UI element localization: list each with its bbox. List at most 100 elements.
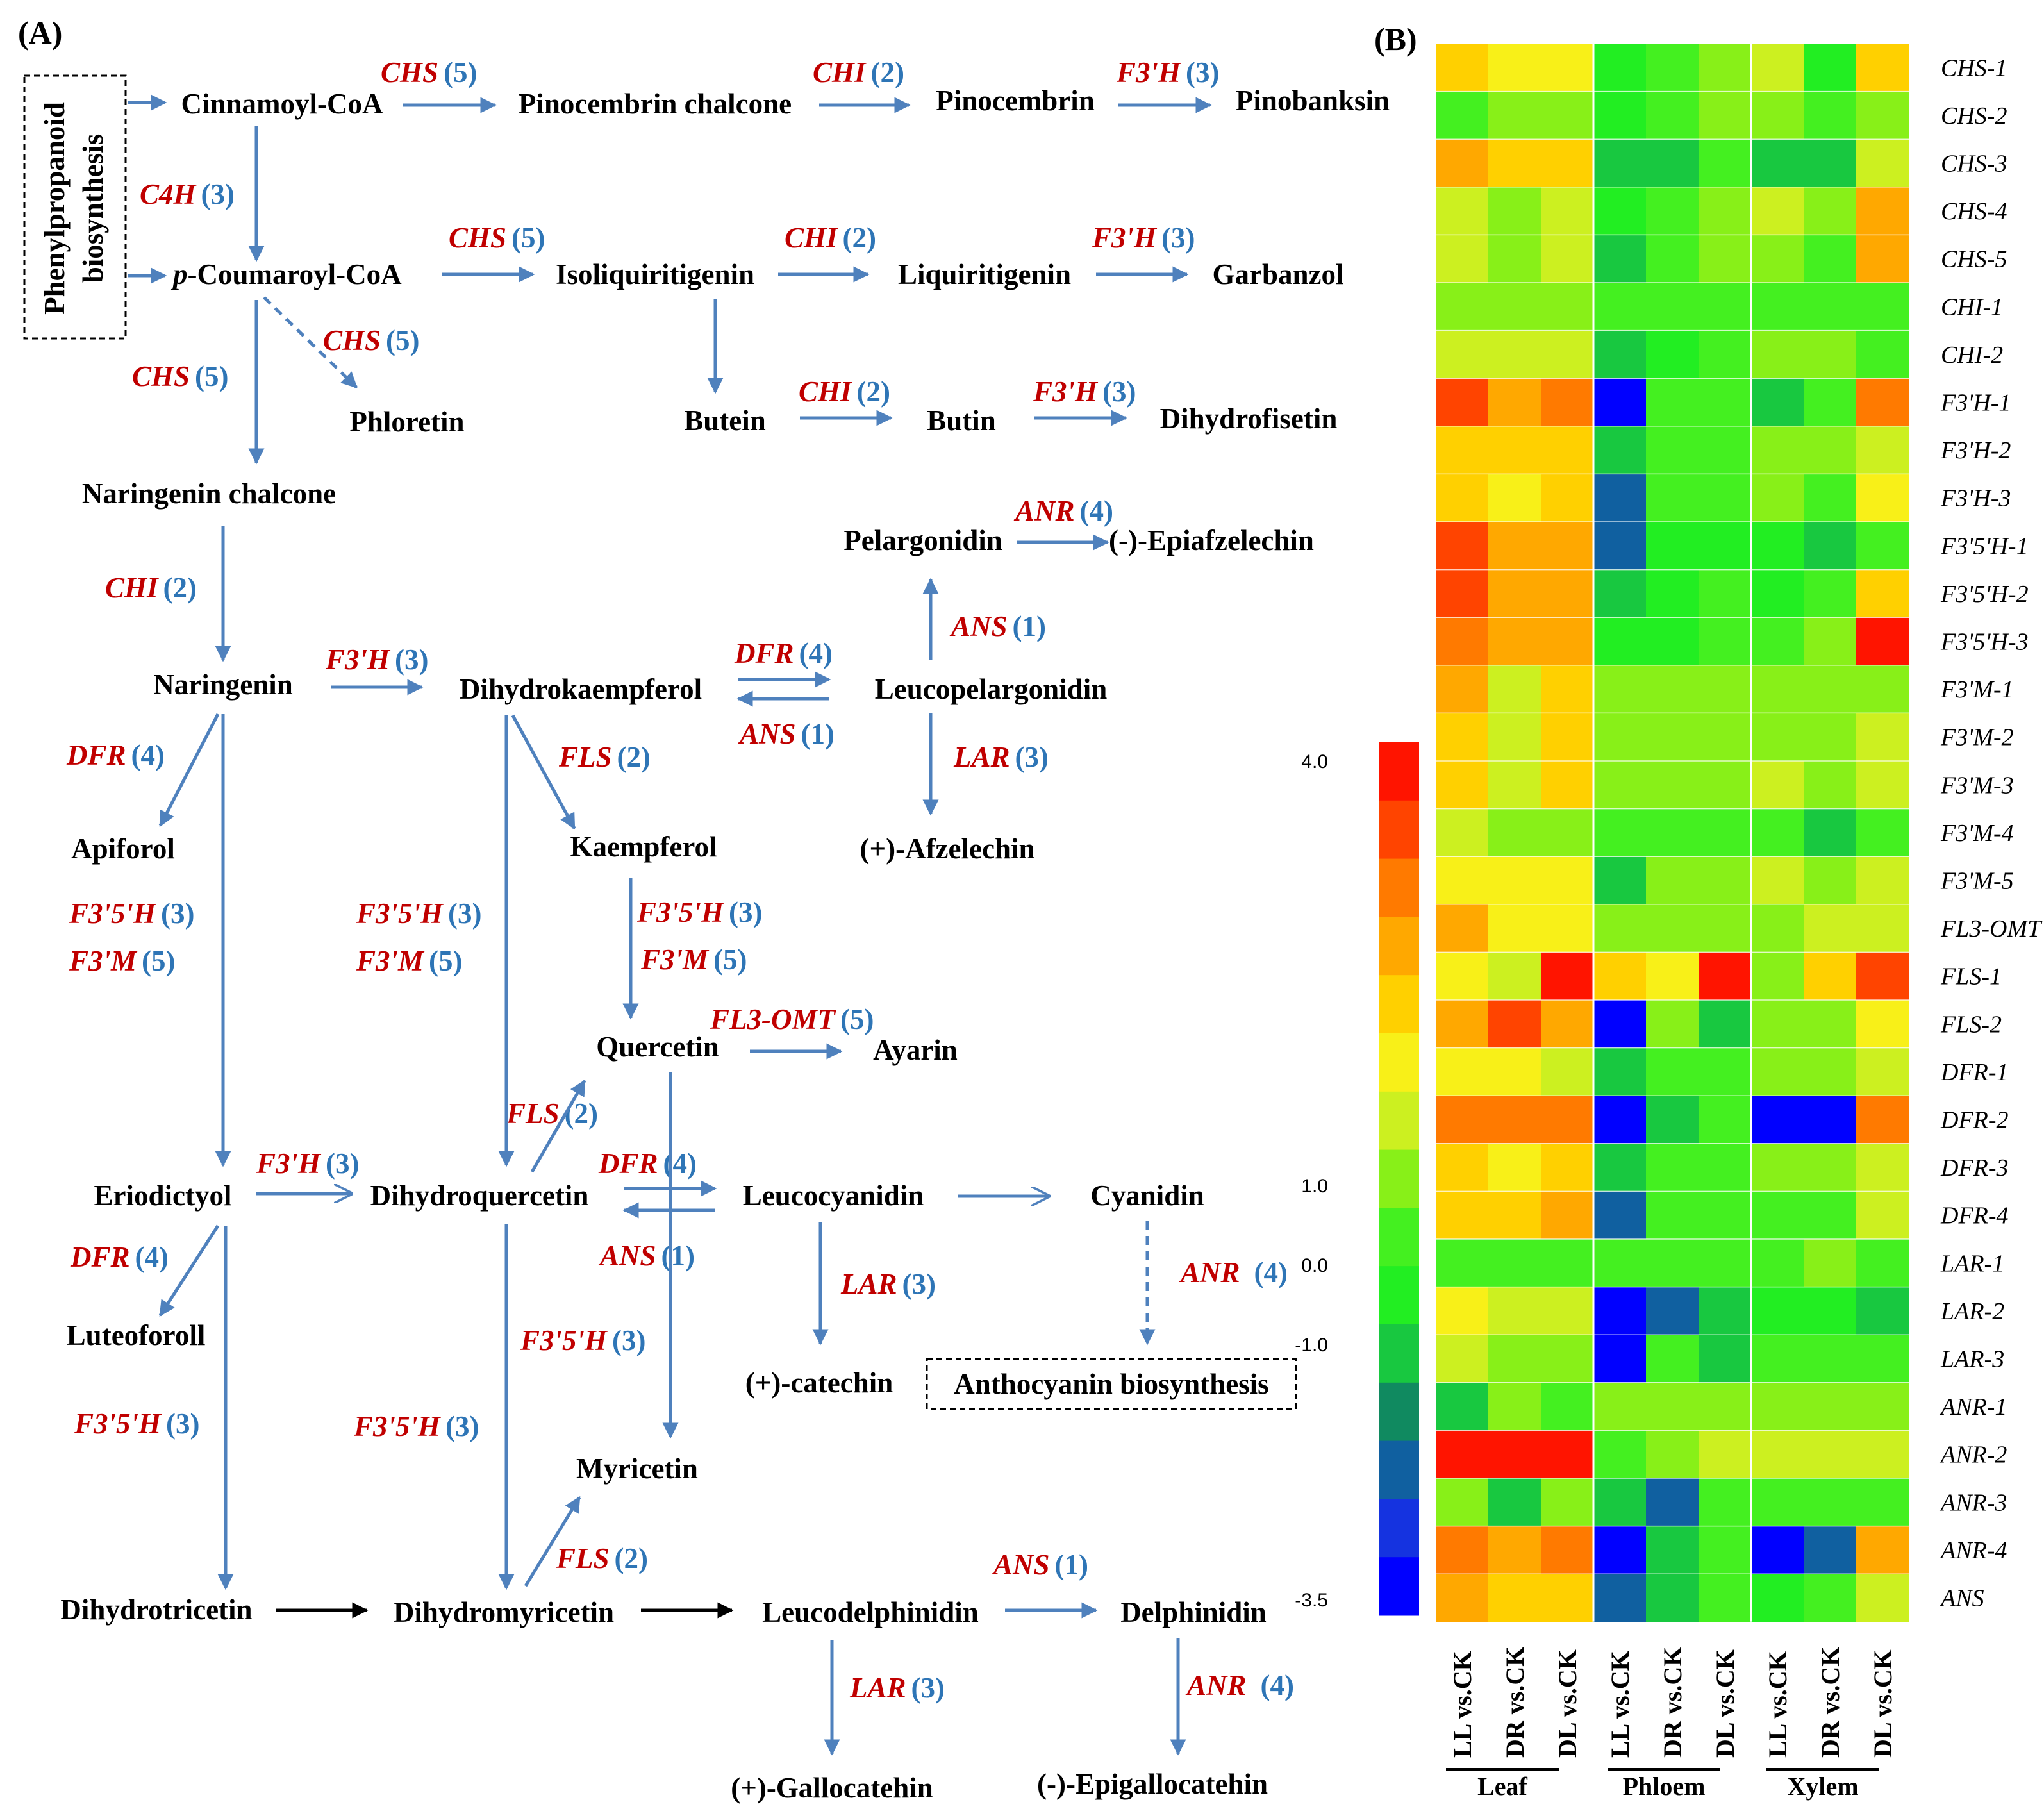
heatmap-cell [1488,139,1541,188]
heatmap-cell [1751,665,1804,713]
colorbar-segment [1379,1557,1419,1616]
heatmap-cell [1804,1096,1856,1144]
arrow [524,1496,581,1587]
colorbar-segment [1379,800,1419,860]
metabolite-naringenin: Naringenin [153,669,293,701]
gene-label: F3'M-1 [1940,676,2014,703]
heatmap-cell [1593,1335,1646,1383]
heatmap-cell [1804,1191,1856,1240]
heatmap-cell [1436,187,1488,235]
heatmap-cell [1751,1239,1804,1288]
enzyme-label: F3'H (3) [1116,56,1220,88]
gene-label: F3'H-1 [1940,390,2011,417]
heatmap-cell [1436,44,1488,92]
scale-label: 0.0 [1301,1255,1328,1276]
comparison-label: LL vs.CK [1763,1651,1792,1758]
enzyme-label: ANS (1) [598,1240,695,1272]
heatmap-cell [1804,91,1856,140]
heatmap-cell [1593,1574,1646,1622]
heatmap-cell [1699,665,1751,713]
gene-label: LAR-1 [1940,1250,2004,1277]
enzyme-labels: CHS (5) CHI (2) F3'H (3) C4H (3) CHS (5) CHI(… [66,56,1294,1704]
metabolite-leucodelphinidin: Leucodelphinidin [762,1596,979,1628]
heatmap-cell [1488,1143,1541,1192]
gene-label: DFR-1 [1940,1059,2009,1086]
heatmap-cell [1488,1287,1541,1335]
heatmap-cell [1699,1000,1751,1049]
heatmap-cell [1856,1239,1909,1288]
group-label-leaf: Leaf [1477,1772,1527,1801]
phenylpropanoid-line-1: Phenylpropanoid [38,102,71,315]
heatmap-cell [1436,1526,1488,1574]
heatmap-cell [1646,522,1699,571]
colorbar-segment [1379,1324,1419,1383]
comparison-label: LL vs.CK [1606,1651,1634,1758]
metabolite-catechin: (+)-catechin [745,1367,893,1399]
heatmap-cell [1699,522,1751,571]
heatmap-cell [1436,1096,1488,1144]
heatmap-cell [1488,1526,1541,1574]
heatmap-cell [1593,856,1646,905]
heatmap-cell [1593,617,1646,666]
heatmap-cell [1436,1000,1488,1049]
heatmap-cell [1699,1382,1751,1431]
heatmap-cell [1646,330,1699,379]
heatmap-cell [1593,1143,1646,1192]
heatmap-cell [1541,139,1593,188]
metabolite-cyanidin: Cyanidin [1090,1180,1204,1212]
anthocyanin-box-label: Anthocyanin biosynthesis [954,1368,1268,1400]
metabolite-dihydrotricetin: Dihydrotricetin [60,1594,252,1626]
enzyme-label: F3'5'H (3) [636,896,763,928]
heatmap-cell [1488,713,1541,762]
phenylpropanoid-box [23,74,127,340]
heatmap-cell [1699,1574,1751,1622]
gene-label: CHS-5 [1941,246,2007,273]
heatmap-cell [1436,139,1488,188]
heatmap-cell [1646,1239,1699,1288]
heatmap-cell [1856,235,1909,283]
gene-label: FL3-OMT [1940,915,2043,942]
heatmap-cell [1488,1335,1541,1383]
heatmap-cell [1593,1096,1646,1144]
heatmap-cell [1751,378,1804,427]
arrow [158,713,220,828]
heatmap-cell [1804,1574,1856,1622]
heatmap-cell [1593,91,1646,140]
heatmap-cell [1436,1382,1488,1431]
enzyme-label: DFR (4) [598,1147,697,1180]
heatmap-cell [1488,187,1541,235]
heatmap-cell [1804,617,1856,666]
heatmap-cell [1646,1430,1699,1479]
heatmap-cell [1488,522,1541,571]
coumaroyl-text: -Coumaroyl-CoA [188,258,403,290]
scale-label: 1.0 [1301,1176,1328,1197]
heatmap-cell [1856,1047,1909,1096]
color-scale-bar [1379,742,1419,1616]
metabolite-pinocembrin: Pinocembrin [936,85,1094,117]
heatmap-cell [1699,1287,1751,1335]
gene-label: DFR-2 [1940,1107,2009,1134]
gene-label: F3'H-3 [1940,485,2011,512]
heatmap-cell [1646,1143,1699,1192]
enzyme-label: F3'5'H (3) [74,1408,200,1440]
colorbar-segment [1379,1033,1419,1092]
metabolite-pelargonidin: Pelargonidin [843,524,1002,556]
enzyme-label: F3'5'H (3) [356,897,482,930]
enzyme-label: CHS (5) [323,324,420,356]
heatmap-cell [1488,426,1541,474]
heatmap-cell [1646,1478,1699,1527]
gene-label: F3'M-5 [1940,868,2014,895]
heatmap-cell [1804,1239,1856,1288]
heatmap-cell [1436,1478,1488,1527]
heatmap-cell [1856,761,1909,810]
heatmap-cell [1751,1335,1804,1383]
heatmap-cell [1751,1287,1804,1335]
heatmap-cell [1804,569,1856,618]
heatmap-cell [1699,1335,1751,1383]
heatmap-cell [1699,44,1751,92]
enzyme-label: DFR (4) [66,739,165,771]
heatmap-cell [1488,1574,1541,1622]
heatmap-cell [1646,904,1699,953]
heatmap-cell [1436,474,1488,522]
